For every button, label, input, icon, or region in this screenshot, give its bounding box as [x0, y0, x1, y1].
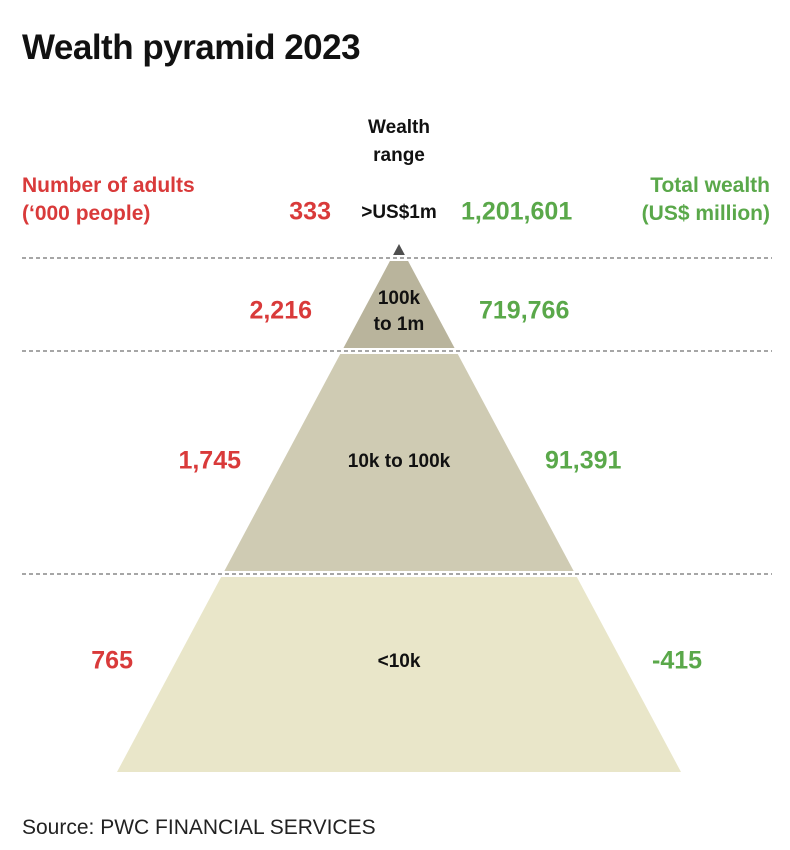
wealth-range-header-line1: Wealth — [368, 117, 430, 138]
pyramid-tier-4 — [117, 577, 681, 772]
source-note: Source: PWC FINANCIAL SERVICES — [22, 816, 376, 839]
pyramid-tier-1 — [393, 244, 405, 255]
adults-value-4: 765 — [91, 647, 133, 675]
adults-value-1: 333 — [289, 198, 331, 226]
adults-value-3: 1,745 — [178, 447, 241, 475]
wealth-range-header: Wealth range — [349, 114, 449, 170]
wealth-value-2: 719,766 — [479, 297, 569, 325]
chart-title: Wealth pyramid 2023 — [22, 28, 361, 67]
wealth-range-label-4: <10k — [378, 651, 421, 672]
adults-header-line2: (‘000 people) — [22, 202, 151, 225]
wealth-value-1: 1,201,601 — [461, 198, 572, 226]
adults-value-2: 2,216 — [249, 297, 312, 325]
wealth-header-line2: (US$ million) — [641, 202, 770, 225]
adults-header: Number of adults (‘000 people) — [22, 172, 195, 228]
wealth-range-label-1: >US$1m — [361, 202, 437, 223]
pyramid-tier-3 — [224, 354, 574, 571]
wealth-range-label-2-line-1: 100k — [378, 288, 421, 309]
pyramid-tier-2 — [343, 261, 455, 348]
wealth-range-label-2-line-2: to 1m — [374, 314, 425, 335]
adults-header-line1: Number of adults — [22, 174, 195, 197]
wealth-header-line1: Total wealth — [650, 174, 770, 197]
wealth-value-4: -415 — [652, 647, 702, 675]
wealth-range-label-3: 10k to 100k — [348, 451, 451, 472]
wealth-header: Total wealth (US$ million) — [642, 172, 770, 228]
wealth-value-3: 91,391 — [545, 447, 622, 475]
wealth-range-header-line2: range — [373, 145, 425, 166]
